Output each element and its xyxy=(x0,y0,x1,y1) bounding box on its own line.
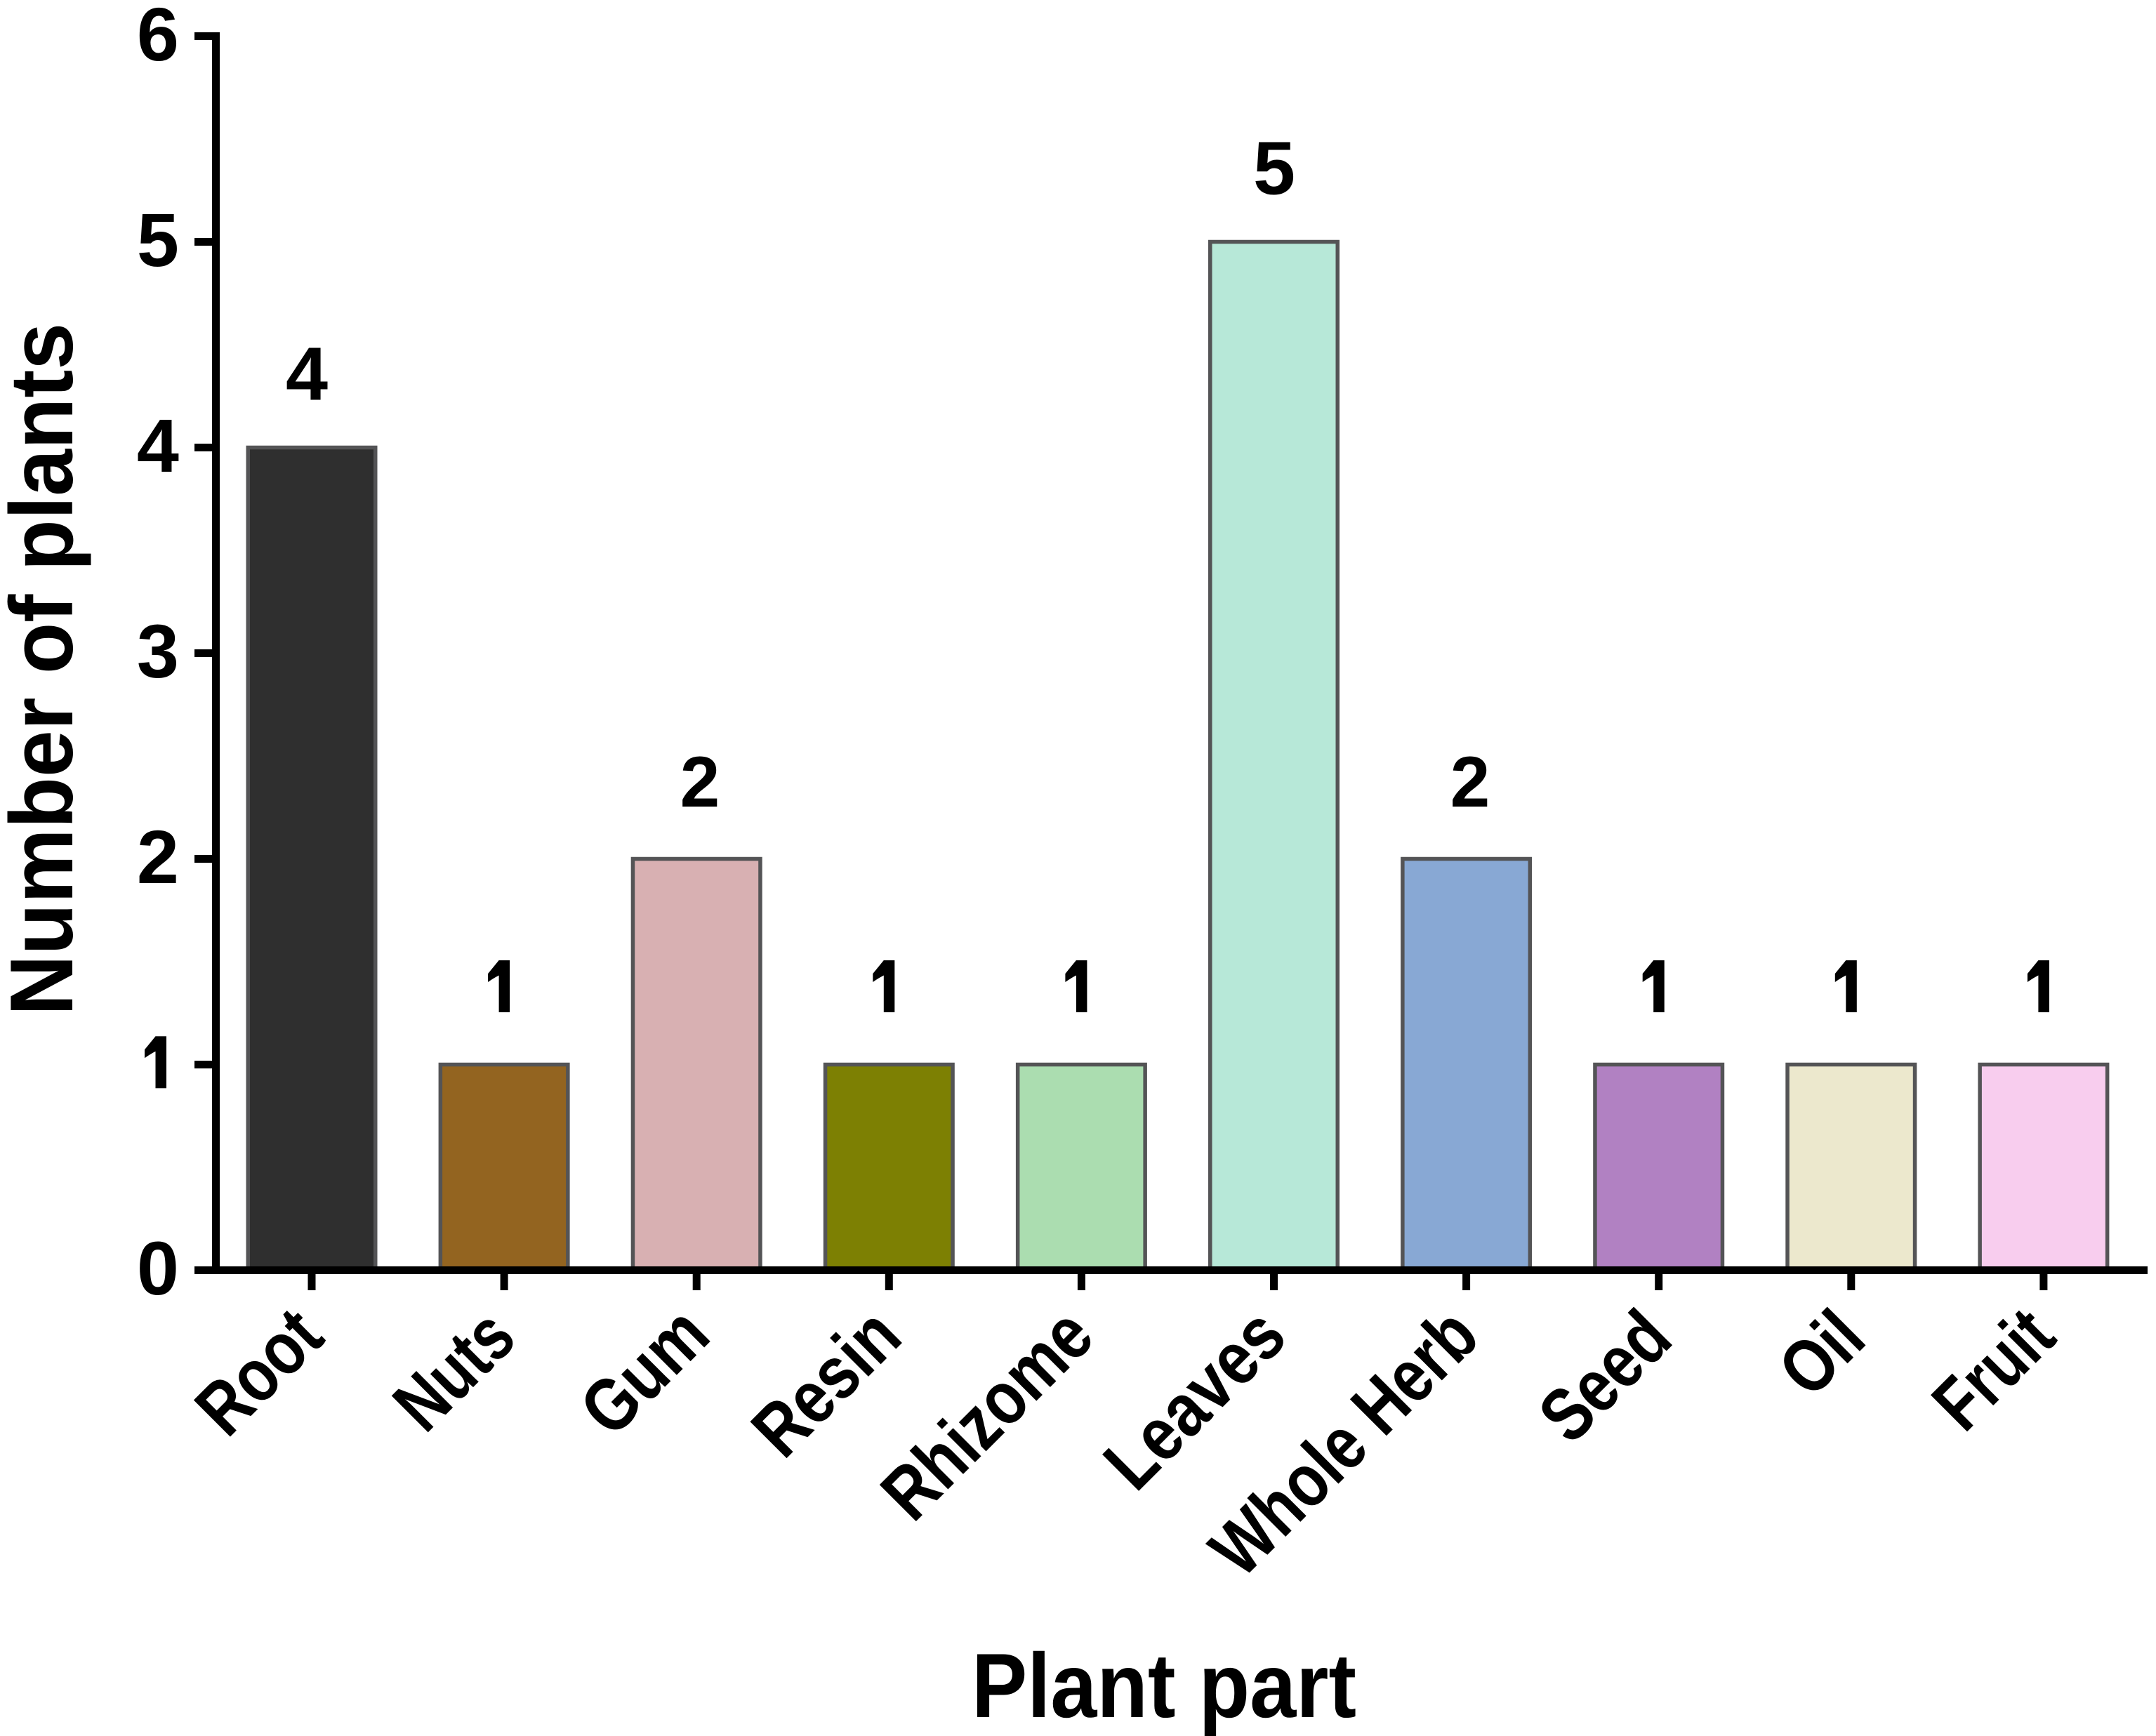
svg-text:4: 4 xyxy=(137,403,179,488)
svg-text:2: 2 xyxy=(680,742,720,822)
svg-text:5: 5 xyxy=(137,197,179,282)
svg-text:5: 5 xyxy=(1253,126,1295,211)
svg-text:2: 2 xyxy=(137,814,179,899)
svg-text:Plant part: Plant part xyxy=(972,1634,1356,1736)
svg-text:Number of plants: Number of plants xyxy=(0,323,91,1016)
svg-text:6: 6 xyxy=(137,0,179,77)
svg-text:0: 0 xyxy=(137,1226,179,1311)
svg-text:4: 4 xyxy=(286,331,328,416)
svg-text:2: 2 xyxy=(1450,742,1490,822)
svg-text:3: 3 xyxy=(137,609,179,694)
